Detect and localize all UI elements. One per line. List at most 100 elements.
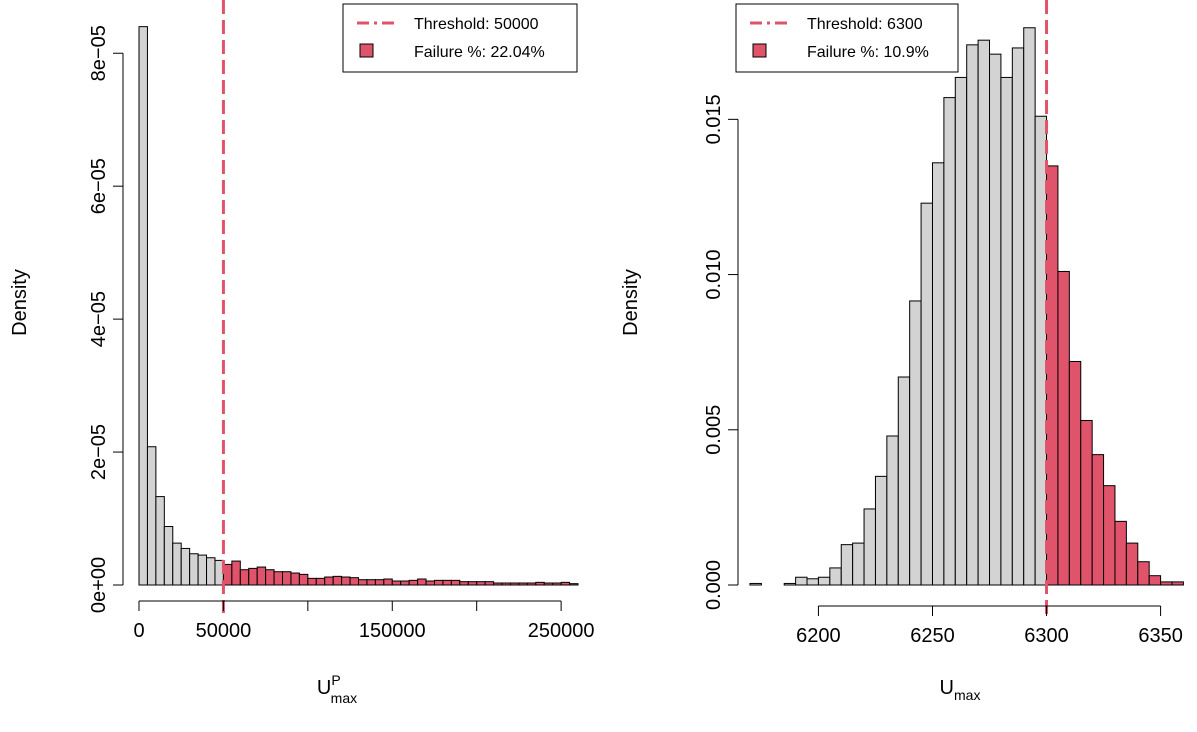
histogram-bar xyxy=(1080,419,1093,586)
histogram-bar xyxy=(138,26,148,586)
histogram-bar xyxy=(931,162,945,586)
histogram-bar xyxy=(383,578,393,586)
histogram-bar xyxy=(852,542,865,586)
histogram-bar xyxy=(358,579,368,586)
y-tick-label: 0.010 xyxy=(703,250,725,300)
histogram-bar xyxy=(366,579,376,586)
legend-box xyxy=(342,3,578,73)
histogram-bar xyxy=(874,475,888,586)
histogram-bar xyxy=(886,435,899,586)
histogram-bar xyxy=(1148,575,1162,586)
histogram-bar xyxy=(450,579,461,586)
legend: Threshold: 6300 Failure %: 10.9% xyxy=(735,3,959,73)
histogram-bar xyxy=(341,576,351,586)
histogram-bar xyxy=(146,446,157,586)
y-tick-label: 0.005 xyxy=(703,405,725,455)
histogram-bar xyxy=(290,572,300,586)
histogram-bar xyxy=(391,580,402,586)
histogram-bar xyxy=(817,576,831,586)
x-axis-label-main: U xyxy=(317,677,331,699)
y-tick-label: 2e−05 xyxy=(88,424,110,480)
histogram-bar xyxy=(467,581,478,586)
histogram-bar xyxy=(493,582,503,586)
histogram-bar xyxy=(248,567,258,586)
histogram-bar xyxy=(484,581,495,586)
histogram-bar xyxy=(239,569,250,586)
y-tick-label: 0e+00 xyxy=(88,557,110,613)
histogram-bar xyxy=(526,582,537,586)
histogram-panel-upmax: 0e+00 2e−05 4e−05 6e−05 8e−05 0 50000 150000 25… xyxy=(9,0,594,706)
histogram-bar xyxy=(749,582,762,586)
histogram-bar xyxy=(806,578,819,586)
y-axis-label: Density xyxy=(9,269,31,336)
x-tick-label: 250000 xyxy=(528,620,595,642)
histogram-bar xyxy=(535,581,545,586)
histogram-bar xyxy=(273,571,284,586)
x-axis: 0 50000 150000 250000 xyxy=(133,600,595,642)
histogram-bar xyxy=(543,582,554,586)
histogram-bar xyxy=(920,202,933,586)
legend-threshold-label: Threshold: 50000 xyxy=(414,16,539,33)
histogram-bar xyxy=(863,508,876,586)
x-tick-label: 6250 xyxy=(910,625,955,647)
histogram-bar xyxy=(1068,360,1082,586)
histogram-bar xyxy=(206,557,216,586)
legend-failure-swatch xyxy=(359,43,374,58)
x-axis-label-superscript: P xyxy=(331,672,340,688)
histogram-bar xyxy=(408,579,419,586)
histogram-bars xyxy=(138,26,579,586)
histogram-bar xyxy=(349,577,359,586)
histogram-bar xyxy=(501,582,511,586)
histogram-bar xyxy=(1137,561,1150,586)
x-axis-label-main: U xyxy=(940,677,954,699)
histogram-bar xyxy=(417,578,427,586)
legend: Threshold: 50000 Failure %: 22.04% xyxy=(342,3,578,73)
x-axis-label-subscript: max xyxy=(331,690,357,706)
histogram-bar xyxy=(265,569,275,586)
legend-box xyxy=(735,3,959,73)
legend-failure-label: Failure %: 10.9% xyxy=(807,44,929,61)
histogram-bar xyxy=(298,573,309,586)
histogram-bar xyxy=(315,577,326,586)
histogram-bar xyxy=(552,582,562,586)
histogram-bar xyxy=(966,44,979,586)
histogram-bar xyxy=(442,579,452,586)
histogram-bar xyxy=(1057,270,1070,586)
histogram-bar xyxy=(433,579,444,586)
histogram-bar xyxy=(989,53,1002,586)
histogram-bar xyxy=(795,576,808,586)
x-axis: 6200 6250 6300 6350 xyxy=(796,605,1183,647)
histogram-bar xyxy=(307,577,317,586)
histogram-bar xyxy=(256,566,267,586)
histogram-bar xyxy=(1023,27,1036,586)
histogram-bar xyxy=(324,576,334,586)
histogram-bar xyxy=(518,582,528,586)
y-tick-label: 6e−05 xyxy=(88,158,110,214)
histogram-bars xyxy=(749,27,1184,586)
histogram-bar xyxy=(943,97,956,586)
histogram-bar xyxy=(282,571,292,586)
y-tick-label: 0.000 xyxy=(703,560,725,610)
x-tick-label: 6350 xyxy=(1138,625,1183,647)
y-tick-label: 4e−05 xyxy=(88,291,110,347)
y-axis: 0.000 0.005 0.010 0.015 xyxy=(703,94,739,610)
x-tick-label: 0 xyxy=(133,620,144,642)
histogram-bar xyxy=(1114,520,1127,586)
histogram-bar xyxy=(560,581,571,586)
histogram-bar xyxy=(1125,542,1139,586)
histogram-bar xyxy=(1000,76,1013,586)
histogram-panel-umax: 0.000 0.005 0.010 0.015 6200 6250 6300 6350 De… xyxy=(620,0,1184,703)
y-tick-label: 8e−05 xyxy=(88,25,110,81)
histogram-bar xyxy=(332,575,343,586)
histogram-bar xyxy=(400,580,410,586)
histogram-bar xyxy=(977,39,991,586)
x-tick-label: 50000 xyxy=(196,620,252,642)
histogram-bar xyxy=(783,582,797,586)
histogram-bar xyxy=(231,560,241,586)
legend-failure-label: Failure %: 22.04% xyxy=(414,44,545,61)
histogram-bar xyxy=(189,553,199,586)
histogram-bar xyxy=(1046,165,1059,586)
legend-failure-swatch xyxy=(752,43,767,58)
histogram-bar xyxy=(909,300,922,586)
